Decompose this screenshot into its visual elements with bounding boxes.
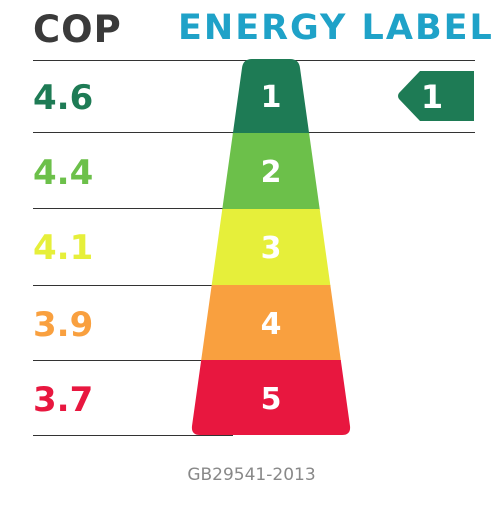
- cop-title: COP: [33, 8, 122, 51]
- indicator-arrow-shape: [398, 71, 474, 121]
- grade-band-4: [191, 285, 351, 361]
- cop-value-grade-3: 4.1: [33, 228, 94, 268]
- standard-code: GB29541-2013: [187, 465, 316, 485]
- row-divider: [33, 285, 233, 286]
- grade-band-5: [191, 360, 351, 435]
- energy-label-title: ENERGY LABEL: [178, 8, 494, 48]
- cop-value-grade-5: 3.7: [33, 380, 94, 420]
- row-divider: [33, 360, 233, 361]
- grade-number-1: 1: [261, 80, 282, 115]
- cop-value-grade-2: 4.4: [33, 153, 94, 193]
- grade-number-4: 4: [261, 307, 282, 342]
- indicator-grade-number: 1: [421, 78, 443, 116]
- cop-value-grade-4: 3.9: [33, 305, 94, 345]
- grade-number-2: 2: [261, 155, 282, 190]
- row-divider: [33, 435, 233, 436]
- cop-value-grade-1: 4.6: [33, 78, 94, 118]
- grade-number-5: 5: [261, 382, 282, 417]
- grade-number-3: 3: [261, 231, 282, 266]
- row-divider: [33, 208, 233, 209]
